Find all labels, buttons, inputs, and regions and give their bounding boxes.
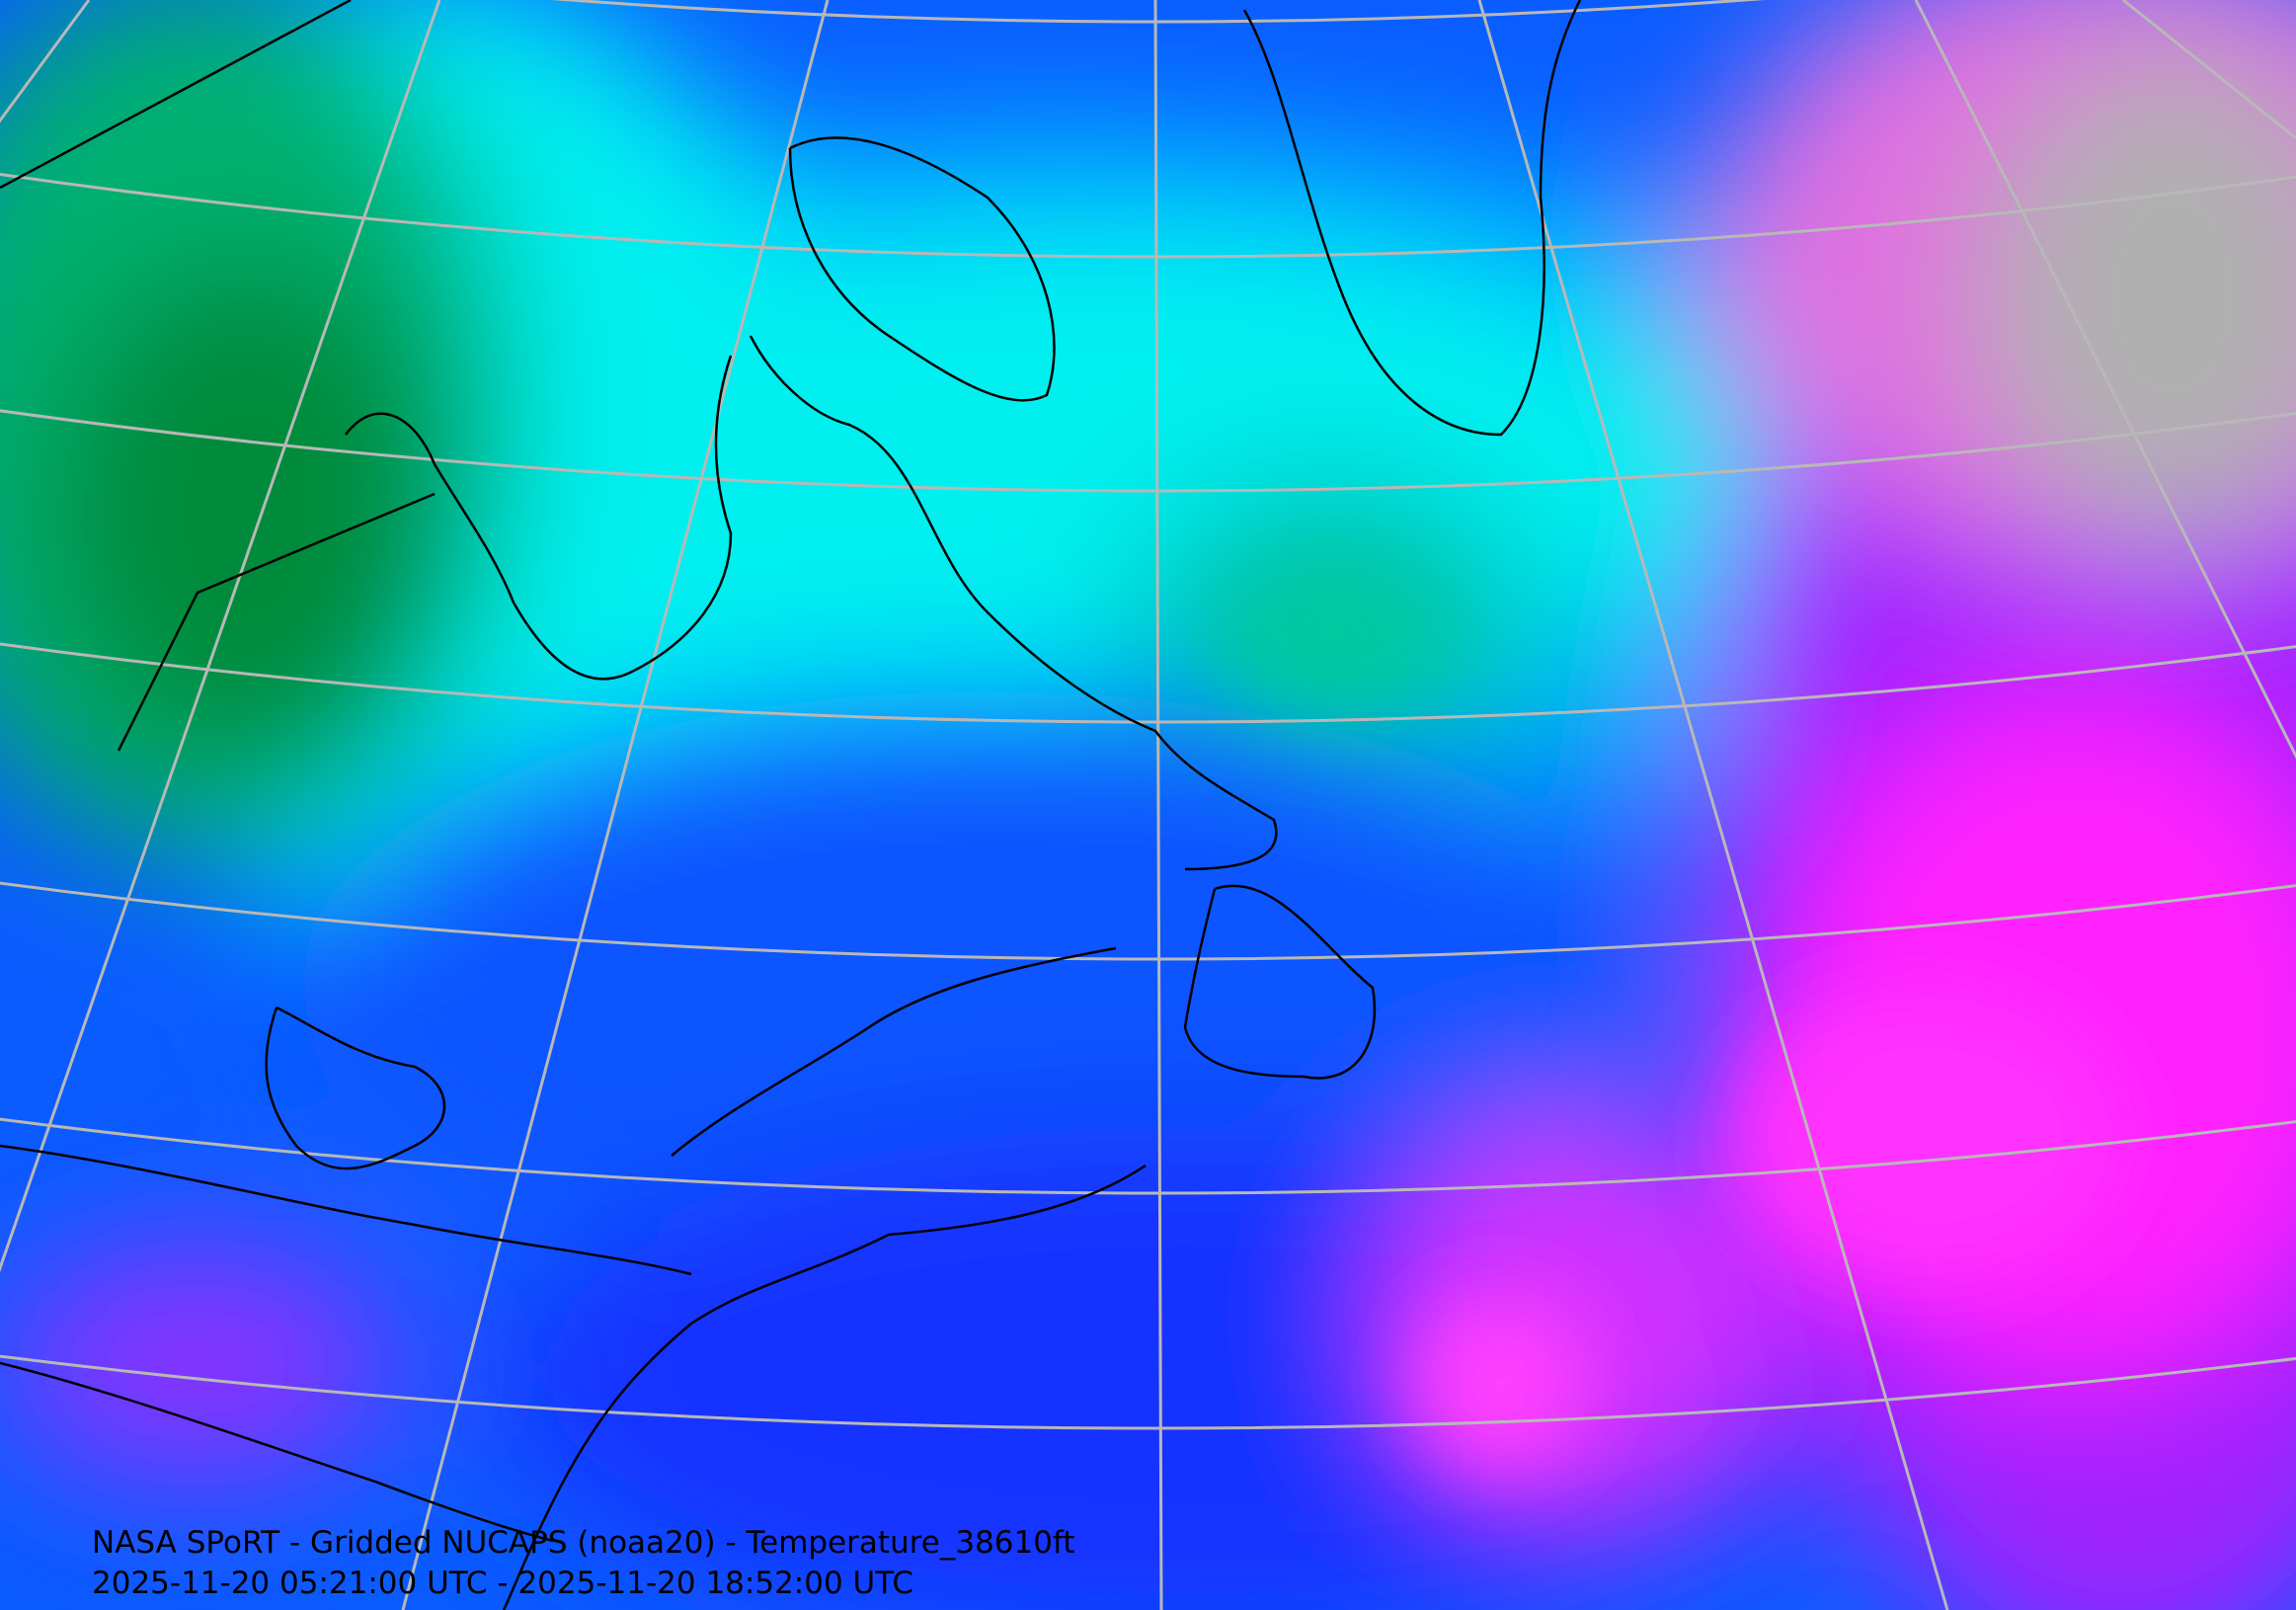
province-border	[117, 492, 435, 752]
greenland-coast	[1242, 0, 1582, 437]
longitude-line	[401, 0, 830, 1610]
baffin-island	[788, 136, 1056, 402]
map-time-range: 2025-11-20 05:21:00 UTC - 2025-11-20 18:…	[92, 1566, 913, 1601]
province-border	[0, 0, 352, 190]
longitude-line	[2122, 0, 2296, 140]
great-lakes	[265, 1006, 446, 1170]
longitude-line	[0, 0, 441, 1273]
border-line	[0, 1361, 554, 1543]
longitude-line	[1914, 0, 2296, 760]
longitude-line	[1153, 0, 1163, 1610]
longitude-line	[1477, 0, 1949, 1610]
hudson-bay-coast	[345, 355, 733, 681]
border-line	[0, 1144, 692, 1276]
map-title: NASA SPoRT - Gridded NUCAPS (noaa20) - T…	[92, 1525, 1075, 1561]
labrador-coast	[749, 335, 1278, 871]
st-lawrence	[671, 946, 1117, 1157]
us-east-coast	[502, 1164, 1147, 1610]
coastlines	[0, 0, 1582, 1610]
newfoundland-coast	[1183, 884, 1377, 1080]
